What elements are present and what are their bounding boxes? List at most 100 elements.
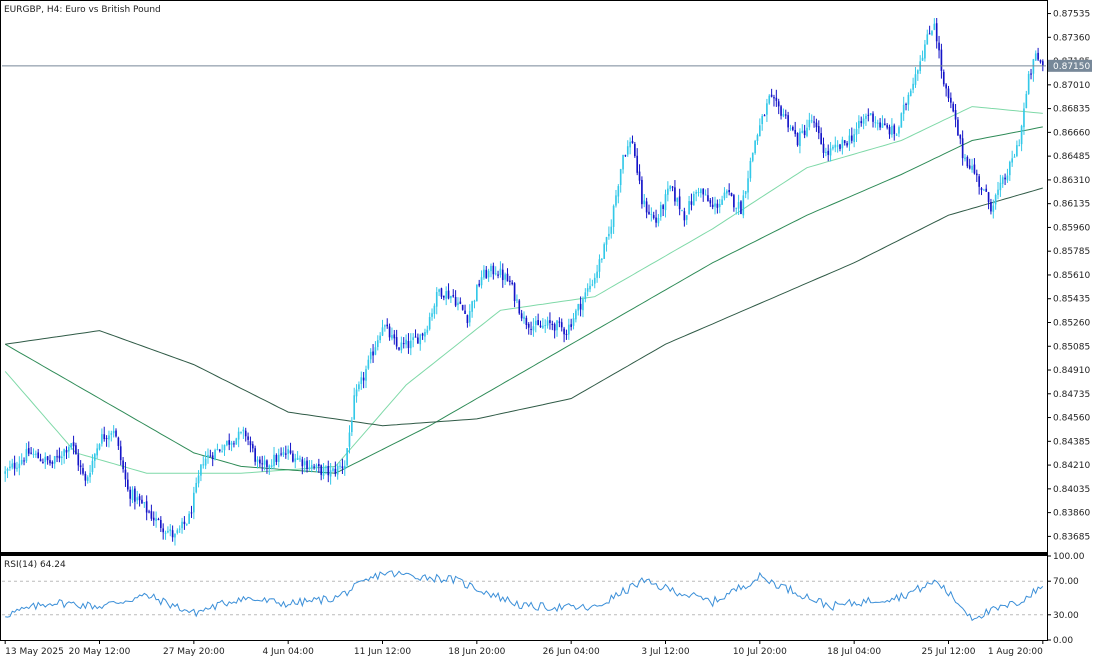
candle bbox=[39, 453, 42, 462]
candle bbox=[164, 530, 167, 540]
candle bbox=[49, 454, 51, 466]
candle bbox=[1020, 124, 1023, 152]
candle bbox=[718, 198, 721, 214]
candle bbox=[372, 344, 374, 363]
candle bbox=[209, 449, 212, 457]
candle bbox=[749, 157, 752, 182]
candle bbox=[336, 463, 339, 480]
candle bbox=[27, 441, 30, 457]
candle bbox=[325, 465, 327, 475]
candle bbox=[381, 319, 384, 337]
candle bbox=[369, 348, 372, 364]
candle bbox=[626, 140, 629, 157]
price-tick-label: 0.84035 bbox=[1053, 485, 1090, 495]
candle bbox=[615, 189, 617, 208]
candle bbox=[365, 365, 367, 389]
candle bbox=[589, 278, 591, 293]
candle bbox=[322, 463, 325, 480]
candle bbox=[879, 118, 881, 131]
candle bbox=[51, 460, 54, 469]
candle bbox=[167, 526, 169, 534]
candle bbox=[294, 453, 297, 469]
candle bbox=[91, 454, 94, 475]
time-tick-label: 25 Jul 12:00 bbox=[921, 647, 975, 657]
candle bbox=[766, 98, 768, 122]
candle bbox=[799, 128, 801, 154]
candle bbox=[454, 290, 457, 308]
candle bbox=[537, 313, 539, 326]
candle bbox=[596, 264, 598, 283]
candle bbox=[787, 111, 789, 133]
candle bbox=[803, 124, 806, 139]
price-tick-label: 0.84910 bbox=[1053, 366, 1090, 376]
candle bbox=[730, 192, 733, 197]
candle bbox=[983, 188, 985, 191]
candle bbox=[414, 329, 417, 338]
candle bbox=[138, 493, 141, 507]
candle bbox=[1013, 153, 1016, 158]
candle bbox=[678, 188, 681, 216]
candle bbox=[883, 118, 886, 126]
candle bbox=[126, 472, 129, 492]
candle bbox=[93, 452, 96, 469]
candle bbox=[63, 448, 65, 464]
candle bbox=[817, 120, 820, 140]
candle bbox=[525, 315, 528, 330]
candle bbox=[268, 464, 271, 475]
candle bbox=[702, 188, 705, 202]
candle bbox=[11, 458, 14, 470]
candle bbox=[853, 128, 855, 148]
candle bbox=[593, 273, 596, 289]
current-price-line: 0.87150 bbox=[2, 59, 1092, 72]
candle bbox=[148, 509, 150, 514]
price-tick-label: 0.85785 bbox=[1053, 247, 1090, 257]
candle bbox=[367, 355, 370, 370]
candle bbox=[421, 332, 424, 340]
candle bbox=[25, 442, 28, 464]
candle bbox=[450, 295, 452, 303]
candle bbox=[591, 279, 594, 287]
candle bbox=[86, 475, 89, 484]
candle bbox=[249, 436, 252, 453]
candle bbox=[301, 456, 304, 475]
candle bbox=[275, 453, 278, 466]
candle bbox=[789, 124, 792, 131]
candle bbox=[886, 123, 888, 130]
candle bbox=[251, 441, 254, 453]
candle bbox=[565, 329, 568, 340]
candle bbox=[987, 191, 990, 210]
candle bbox=[35, 450, 37, 458]
candle bbox=[961, 130, 964, 166]
candle bbox=[409, 333, 412, 356]
candle bbox=[412, 333, 414, 348]
candle bbox=[16, 461, 18, 472]
candle bbox=[690, 193, 693, 211]
candle bbox=[534, 316, 537, 333]
candle bbox=[933, 18, 936, 31]
candle bbox=[461, 304, 464, 311]
candle bbox=[744, 190, 747, 199]
candle bbox=[160, 516, 162, 532]
candle bbox=[902, 96, 905, 121]
candle bbox=[480, 270, 483, 289]
candle bbox=[237, 427, 240, 448]
candle bbox=[855, 122, 858, 143]
candle bbox=[891, 118, 893, 138]
time-tick-label: 18 Jul 04:00 bbox=[827, 647, 881, 657]
candle bbox=[957, 117, 959, 136]
candle bbox=[169, 523, 172, 537]
candle bbox=[624, 154, 627, 157]
candle bbox=[806, 119, 808, 138]
candle bbox=[570, 318, 572, 331]
candle bbox=[938, 35, 940, 59]
candle bbox=[659, 201, 662, 221]
candle bbox=[332, 467, 334, 473]
time-tick-label: 27 May 20:00 bbox=[163, 647, 225, 657]
candle bbox=[468, 304, 471, 327]
candle bbox=[355, 384, 358, 403]
candle bbox=[907, 92, 910, 111]
price-tick-label: 0.83860 bbox=[1053, 509, 1090, 519]
candle bbox=[226, 440, 228, 447]
